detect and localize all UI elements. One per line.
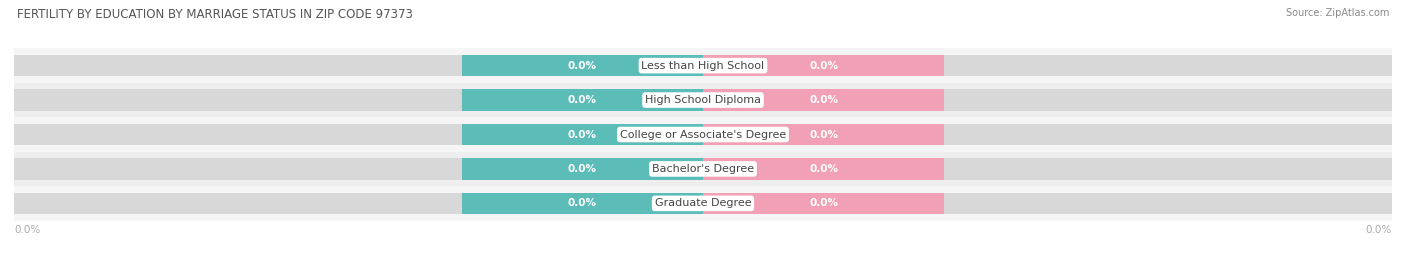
- Bar: [703, 158, 1392, 180]
- Bar: [14, 55, 703, 76]
- Text: High School Diploma: High School Diploma: [645, 95, 761, 105]
- Text: 0.0%: 0.0%: [808, 129, 838, 140]
- Bar: [703, 193, 945, 214]
- Text: 0.0%: 0.0%: [568, 198, 598, 208]
- Text: 0.0%: 0.0%: [808, 95, 838, 105]
- Text: 0.0%: 0.0%: [808, 198, 838, 208]
- Bar: [703, 55, 1392, 76]
- Text: Bachelor's Degree: Bachelor's Degree: [652, 164, 754, 174]
- Bar: [461, 89, 703, 111]
- Text: 0.0%: 0.0%: [808, 164, 838, 174]
- Bar: [14, 83, 1392, 117]
- Bar: [461, 55, 703, 76]
- Bar: [461, 124, 703, 145]
- Bar: [703, 124, 945, 145]
- Text: Graduate Degree: Graduate Degree: [655, 198, 751, 208]
- Text: Source: ZipAtlas.com: Source: ZipAtlas.com: [1285, 8, 1389, 18]
- Text: 0.0%: 0.0%: [568, 164, 598, 174]
- Bar: [703, 89, 945, 111]
- Text: FERTILITY BY EDUCATION BY MARRIAGE STATUS IN ZIP CODE 97373: FERTILITY BY EDUCATION BY MARRIAGE STATU…: [17, 8, 413, 21]
- Text: 0.0%: 0.0%: [568, 61, 598, 71]
- Text: 0.0%: 0.0%: [1365, 225, 1392, 235]
- Bar: [461, 158, 703, 180]
- Bar: [703, 89, 1392, 111]
- Bar: [14, 117, 1392, 152]
- Text: 0.0%: 0.0%: [568, 95, 598, 105]
- Bar: [703, 193, 1392, 214]
- Bar: [14, 89, 703, 111]
- Bar: [14, 152, 1392, 186]
- Bar: [703, 55, 945, 76]
- Text: 0.0%: 0.0%: [14, 225, 41, 235]
- Bar: [14, 158, 703, 180]
- Text: Less than High School: Less than High School: [641, 61, 765, 71]
- Text: 0.0%: 0.0%: [808, 61, 838, 71]
- Bar: [14, 48, 1392, 83]
- Bar: [14, 193, 703, 214]
- Bar: [703, 158, 945, 180]
- Bar: [703, 124, 1392, 145]
- Bar: [14, 124, 703, 145]
- Text: 0.0%: 0.0%: [568, 129, 598, 140]
- Bar: [14, 186, 1392, 221]
- Bar: [461, 193, 703, 214]
- Text: College or Associate's Degree: College or Associate's Degree: [620, 129, 786, 140]
